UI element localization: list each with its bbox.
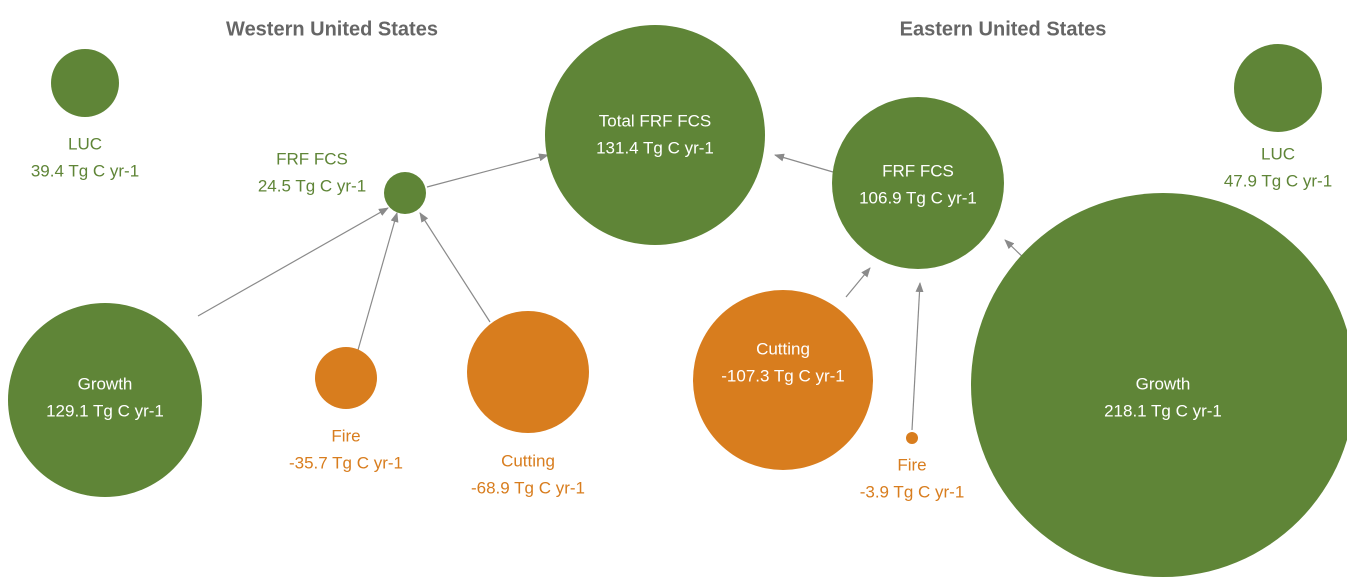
node-value: 106.9 Tg C yr-1 [859, 188, 977, 207]
node-circle [545, 25, 765, 245]
node-label: Growth [78, 374, 133, 393]
node-label: Cutting [501, 451, 555, 470]
node-label: Fire [331, 426, 360, 445]
node-label: Total FRF FCS [599, 111, 711, 130]
node-value: -107.3 Tg C yr-1 [721, 366, 844, 385]
node-value: 129.1 Tg C yr-1 [46, 401, 164, 420]
node-circle [693, 290, 873, 470]
node-circle [971, 193, 1347, 577]
node-circle [8, 303, 202, 497]
node-value: 131.4 Tg C yr-1 [596, 138, 714, 157]
node-circle [467, 311, 589, 433]
node-label: LUC [1261, 144, 1295, 163]
arrow [197, 207, 389, 317]
node-value: -68.9 Tg C yr-1 [471, 478, 585, 497]
node-value: -3.9 Tg C yr-1 [860, 482, 965, 501]
arrow [357, 212, 399, 351]
node-value: 47.9 Tg C yr-1 [1224, 171, 1332, 190]
arrow [845, 267, 871, 298]
node-circle [1234, 44, 1322, 132]
node-value: -35.7 Tg C yr-1 [289, 453, 403, 472]
node-circle [315, 347, 377, 409]
arrows [197, 153, 1029, 431]
region-title: Eastern United States [900, 18, 1107, 40]
node-label: FRF FCS [882, 161, 954, 180]
node-value: 39.4 Tg C yr-1 [31, 161, 139, 180]
arrow [774, 153, 834, 173]
arrow [419, 212, 491, 323]
node-label: LUC [68, 134, 102, 153]
arrow [911, 282, 924, 431]
region-title: Western United States [226, 18, 438, 40]
node-label: Growth [1136, 374, 1191, 393]
node-label: Fire [897, 455, 926, 474]
node-circle [832, 97, 1004, 269]
node-circle [906, 432, 918, 444]
node-label: FRF FCS [276, 149, 348, 168]
node-circle [384, 172, 426, 214]
arrow [426, 153, 549, 188]
node-label: Cutting [756, 339, 810, 358]
node-circle [51, 49, 119, 117]
node-value: 24.5 Tg C yr-1 [258, 176, 366, 195]
node-value: 218.1 Tg C yr-1 [1104, 401, 1222, 420]
